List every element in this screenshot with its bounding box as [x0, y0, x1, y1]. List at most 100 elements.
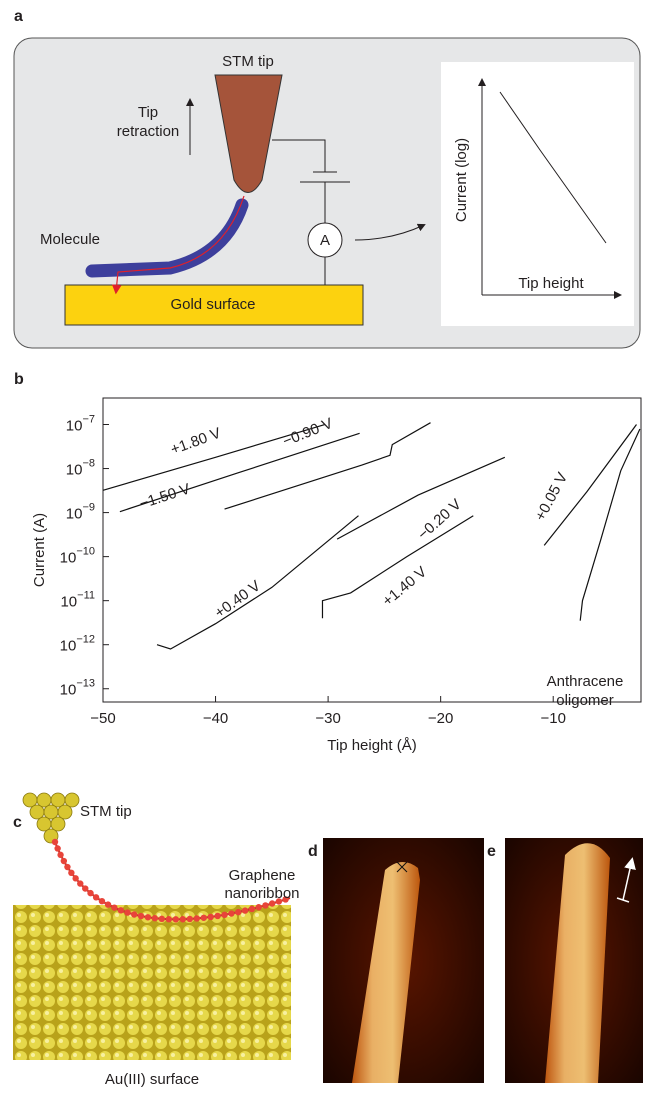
atom — [201, 915, 207, 921]
tick-base: 10 — [66, 506, 83, 523]
ribbon-label: nanoribbon — [224, 885, 299, 902]
inset-x-label: Tip height — [518, 275, 584, 292]
atom — [214, 913, 220, 919]
series-label: +0.05 V — [532, 470, 571, 524]
x-axis-label: Tip height (Å) — [327, 737, 416, 754]
atom — [187, 916, 193, 922]
atom — [99, 898, 105, 904]
atom — [124, 909, 130, 915]
atom — [118, 907, 124, 913]
panel-e: e — [487, 838, 643, 1083]
x-tick-label: −20 — [428, 710, 453, 727]
series-label: +0.40 V — [212, 577, 264, 621]
tip-label: STM tip — [222, 53, 274, 70]
atom — [180, 916, 186, 922]
atom — [166, 916, 172, 922]
series-line — [157, 516, 358, 649]
atom — [93, 894, 99, 900]
atom — [194, 915, 200, 921]
series-line — [580, 429, 640, 621]
panel-c: c STM tip Graphene nanoribbon Au(III) su… — [13, 793, 300, 1088]
panel-label: b — [14, 371, 24, 388]
tick-exponent: −13 — [76, 678, 95, 690]
series-label: +1.40 V — [379, 563, 430, 610]
panel-b: −50−40−30−20−1010−1310−1210−1110−1010−91… — [31, 398, 641, 754]
tip-label: STM tip — [80, 803, 132, 820]
panel-label: c — [13, 814, 22, 831]
atom — [87, 890, 93, 896]
y-tick-label: 10−7 — [66, 413, 95, 434]
annotation: Anthracene — [547, 673, 624, 690]
atom — [57, 852, 63, 858]
tick-base: 10 — [60, 550, 77, 567]
atom — [111, 904, 117, 910]
atom — [77, 880, 83, 886]
y-axis-label: Current (A) — [31, 513, 48, 587]
retraction-label: Tip — [138, 104, 158, 121]
panel-label: a — [14, 8, 23, 25]
annotation: oligomer — [556, 692, 614, 709]
atom — [207, 914, 213, 920]
surface-label: Gold surface — [170, 296, 255, 313]
panel-a: a Gold surface STM tip Tip retraction Mo… — [14, 8, 640, 348]
atom — [262, 902, 268, 908]
tick-base: 10 — [66, 417, 83, 434]
tick-base: 10 — [66, 462, 83, 479]
surface-label: Au(III) surface — [105, 1071, 199, 1088]
atom — [138, 913, 144, 919]
atom — [105, 901, 111, 907]
meter-label: A — [320, 232, 330, 249]
tick-exponent: −12 — [76, 634, 95, 646]
y-tick-label: 10−10 — [60, 546, 95, 567]
series-label: +1.80 V — [168, 425, 223, 459]
series-line — [225, 423, 431, 509]
atom — [221, 912, 227, 918]
atom — [255, 904, 261, 910]
atom — [235, 909, 241, 915]
tick-base: 10 — [60, 682, 77, 699]
x-tick-label: −10 — [540, 710, 565, 727]
tip-atoms — [23, 793, 79, 843]
y-tick-label: 10−8 — [66, 457, 95, 478]
atom — [145, 914, 151, 920]
x-tick-label: −50 — [90, 710, 115, 727]
tick-exponent: −8 — [82, 457, 95, 469]
tick-exponent: −7 — [82, 413, 95, 425]
atom — [152, 915, 158, 921]
atom — [131, 911, 137, 917]
tick-exponent: −11 — [77, 590, 95, 602]
retraction-label: retraction — [117, 123, 180, 140]
atom — [159, 916, 165, 922]
figure: a Gold surface STM tip Tip retraction Mo… — [0, 0, 652, 1097]
x-tick-label: −40 — [203, 710, 228, 727]
atom — [64, 864, 70, 870]
tick-base: 10 — [60, 638, 77, 655]
tick-base: 10 — [60, 594, 77, 611]
panel-d: d — [308, 838, 484, 1083]
atom — [54, 845, 60, 851]
y-tick-label: 10−9 — [66, 501, 95, 522]
atom — [249, 906, 255, 912]
y-tick-label: 10−13 — [60, 678, 95, 699]
atom — [173, 916, 179, 922]
atom — [68, 870, 74, 876]
x-tick-label: −30 — [315, 710, 340, 727]
atom — [61, 858, 67, 864]
y-tick-label: 10−12 — [60, 634, 95, 655]
y-tick-label: 10−11 — [60, 590, 95, 611]
atom — [52, 839, 58, 845]
gold-slab — [13, 905, 291, 1060]
atom — [82, 885, 88, 891]
inset-y-label: Current (log) — [453, 138, 470, 222]
atom — [242, 907, 248, 913]
atom — [228, 910, 234, 916]
molecule-label: Molecule — [40, 231, 100, 248]
ribbon-label: Graphene — [229, 867, 296, 884]
panel-label: d — [308, 843, 318, 860]
atom — [72, 875, 78, 881]
panel-label: e — [487, 843, 496, 860]
tick-exponent: −10 — [76, 546, 95, 558]
series-label: −1.50 V — [137, 480, 192, 512]
tick-exponent: −9 — [82, 501, 95, 513]
series-label: −0.90 V — [280, 415, 335, 450]
